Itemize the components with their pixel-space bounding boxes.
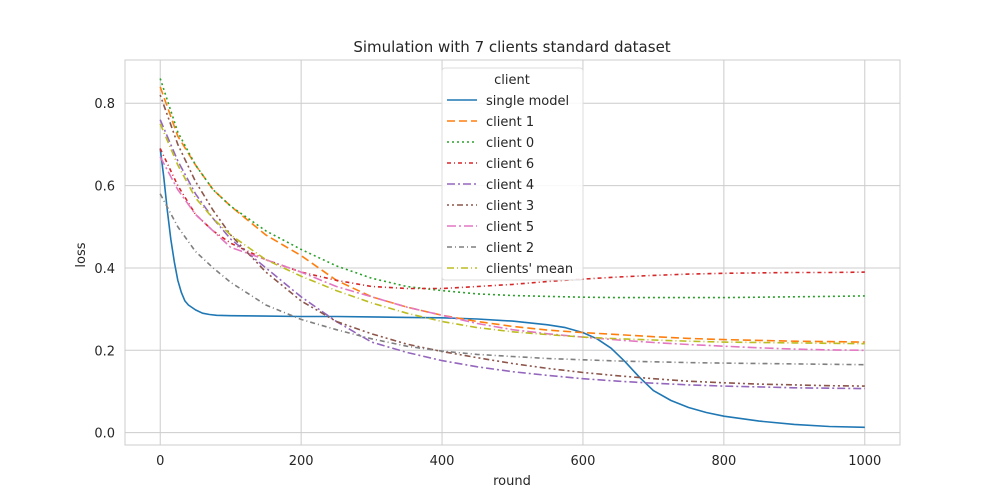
series-line-client-0 bbox=[159, 78, 865, 299]
x-tick-label: 0 bbox=[156, 454, 164, 469]
legend-label: client 5 bbox=[486, 220, 534, 235]
legend-label: client 0 bbox=[486, 136, 534, 151]
legend-title: client bbox=[494, 73, 530, 88]
x-tick-label: 1000 bbox=[848, 454, 881, 469]
x-tick-label: 200 bbox=[289, 454, 314, 469]
legend-box bbox=[441, 67, 584, 281]
chart-title: Simulation with 7 clients standard datas… bbox=[353, 38, 670, 56]
grid-lines bbox=[125, 60, 900, 445]
y-tick-label: 0.8 bbox=[94, 97, 115, 112]
legend-label: client 2 bbox=[486, 241, 534, 256]
y-tick-label: 0.0 bbox=[94, 427, 115, 442]
legend: client single model client 1 client 0 clien… bbox=[441, 67, 584, 281]
legend-label: client 1 bbox=[486, 115, 534, 130]
x-tick-label: 600 bbox=[571, 454, 596, 469]
series-lines bbox=[159, 78, 865, 429]
x-axis-ticks: 0 200 400 600 800 1000 bbox=[156, 454, 881, 469]
y-axis-label: loss bbox=[74, 242, 89, 267]
y-tick-label: 0.4 bbox=[94, 262, 115, 277]
y-tick-label: 0.6 bbox=[94, 180, 115, 195]
series-line-client-2 bbox=[159, 193, 865, 366]
legend-label: client 3 bbox=[486, 199, 534, 214]
series-line-client-3 bbox=[159, 94, 865, 387]
series-line-client-5 bbox=[159, 156, 865, 352]
x-tick-label: 400 bbox=[430, 454, 455, 469]
legend-label: client 4 bbox=[486, 178, 534, 193]
legend-label: single model bbox=[486, 94, 569, 109]
legend-label: client 6 bbox=[486, 157, 534, 172]
series-line-single-model bbox=[159, 148, 865, 429]
series-line-clients-mean bbox=[159, 123, 865, 345]
x-axis-label: round bbox=[493, 474, 531, 489]
series-line-client-4 bbox=[159, 119, 865, 390]
x-tick-label: 800 bbox=[711, 454, 736, 469]
legend-label: clients' mean bbox=[486, 262, 573, 277]
series-line-client-6 bbox=[159, 148, 865, 290]
y-tick-label: 0.2 bbox=[94, 344, 115, 359]
y-axis-ticks: 0.0 0.2 0.4 0.6 0.8 bbox=[94, 97, 115, 441]
legend-items: single model client 1 client 0 client 6 clie… bbox=[447, 94, 573, 277]
